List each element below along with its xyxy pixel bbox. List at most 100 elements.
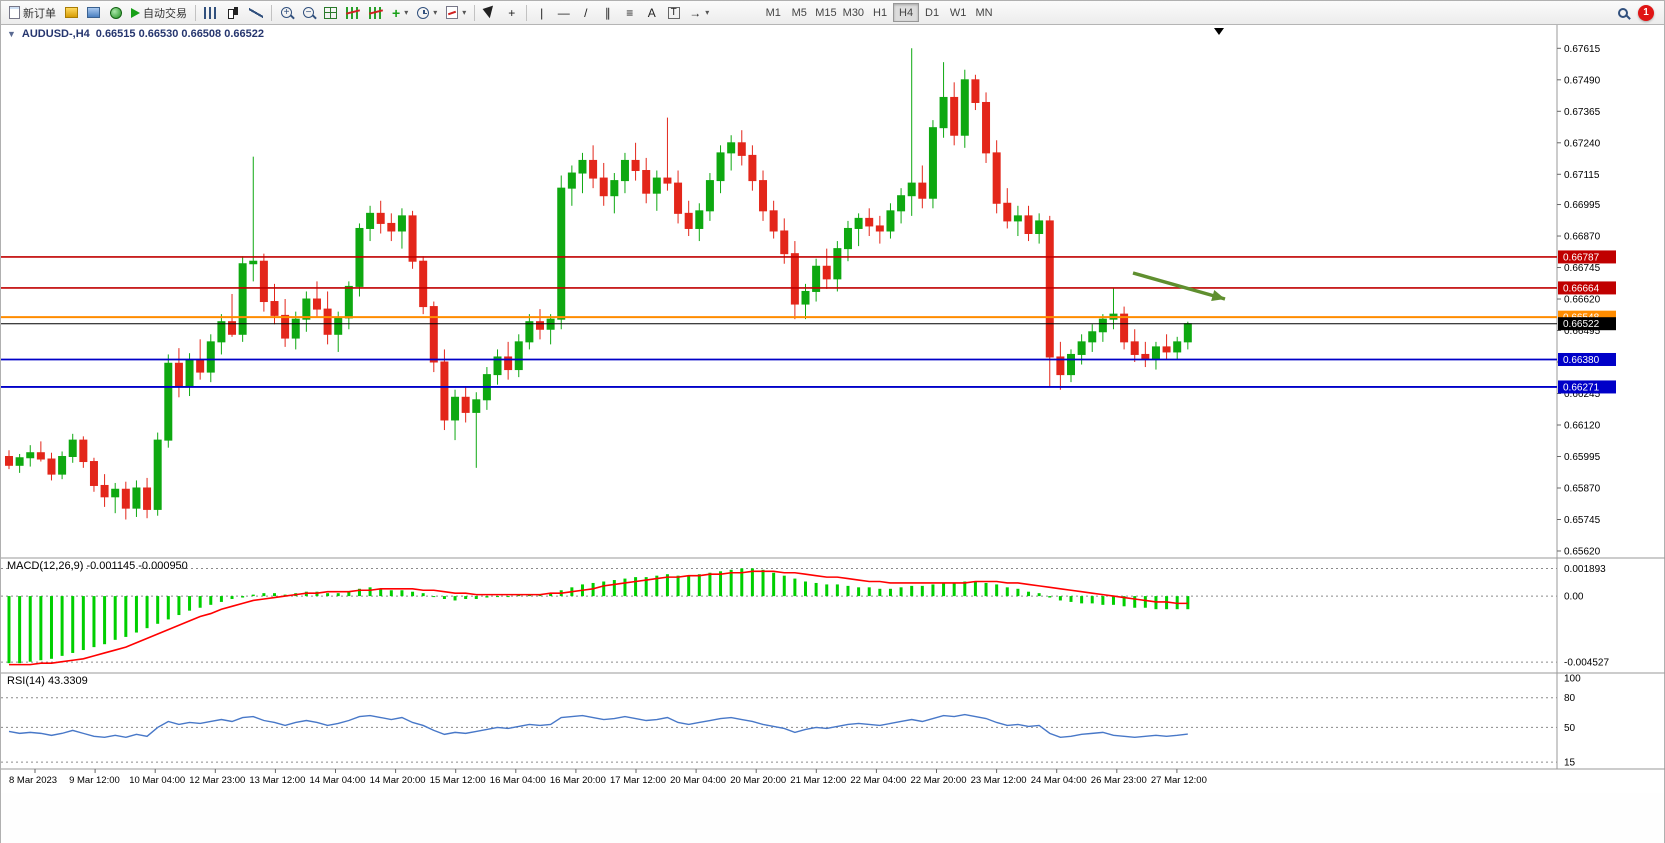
label-tool-icon: T [667, 6, 680, 19]
zoom-in-button[interactable]: + [276, 3, 297, 23]
panel-separators [1, 557, 1665, 770]
trendline-button[interactable]: / [575, 3, 596, 23]
svg-text:15: 15 [1564, 758, 1576, 769]
new-order-button[interactable]: 新订单 [5, 3, 60, 23]
timeframe-w1[interactable]: W1 [945, 3, 971, 22]
timeframe-toolbar: M1 M5 M15 M30 H1 H4 D1 W1 MN [760, 3, 997, 22]
svg-text:12 Mar 23:00: 12 Mar 23:00 [189, 775, 245, 786]
new-order-label: 新订单 [23, 7, 56, 20]
svg-text:0.66522: 0.66522 [1563, 319, 1600, 330]
svg-text:0.65995: 0.65995 [1564, 452, 1601, 463]
timeframe-h1[interactable]: H1 [867, 3, 893, 22]
crosshair-button[interactable]: + [501, 3, 522, 23]
price-tag-0.66787[interactable]: 0.66787 [1558, 250, 1616, 264]
svg-text:0.66787: 0.66787 [1563, 252, 1600, 263]
text-tool-icon: A [647, 5, 656, 20]
svg-text:8 Mar 2023: 8 Mar 2023 [9, 775, 57, 786]
timeframe-m5[interactable]: M5 [786, 3, 812, 22]
status-strip [1, 793, 1664, 843]
price-tag-0.66522[interactable]: 0.66522 [1558, 317, 1616, 331]
trend-arrow[interactable] [1132, 271, 1226, 302]
svg-text:24 Mar 04:00: 24 Mar 04:00 [1031, 775, 1087, 786]
chevron-down-icon: ▾ [433, 8, 438, 17]
svg-text:22 Mar 20:00: 22 Mar 20:00 [911, 775, 967, 786]
channel-button[interactable]: ∥ [597, 3, 618, 23]
svg-text:0.66120: 0.66120 [1564, 421, 1601, 432]
svg-text:0.67365: 0.67365 [1564, 107, 1601, 118]
tile-windows-icon [324, 6, 337, 19]
vertical-line-icon: | [540, 5, 544, 20]
zoom-out-icon: − [303, 7, 314, 18]
data-window-button[interactable] [83, 3, 104, 23]
line-chart-mode-button[interactable] [245, 3, 267, 23]
notification-badge[interactable]: 1 [1638, 4, 1654, 21]
horizontal-line-button[interactable]: — [553, 3, 574, 23]
candlestick-mode-button[interactable] [222, 3, 244, 23]
svg-text:0.66495: 0.66495 [1564, 326, 1601, 337]
candles [5, 48, 1192, 520]
timeframe-m15[interactable]: M15 [812, 3, 839, 22]
symbol-label: AUDUSD-,H4 [21, 28, 90, 40]
indicators-icon [346, 6, 360, 19]
price-tag-0.66380[interactable]: 0.66380 [1558, 352, 1616, 366]
timeframe-h4[interactable]: H4 [893, 3, 920, 22]
timeframe-d1[interactable]: D1 [919, 3, 945, 22]
market-watch-icon [65, 7, 78, 18]
svg-text:23 Mar 12:00: 23 Mar 12:00 [971, 775, 1027, 786]
timeframe-m1[interactable]: M1 [760, 3, 786, 22]
timeframe-m30[interactable]: M30 [840, 3, 867, 22]
search-icon[interactable] [1618, 7, 1628, 18]
market-watch-button[interactable] [61, 3, 82, 23]
svg-text:0.67240: 0.67240 [1564, 138, 1601, 149]
autotrading-button[interactable]: 自动交易 [127, 3, 191, 23]
horizontal-line-icon: — [557, 5, 570, 20]
svg-text:0.66995: 0.66995 [1564, 200, 1601, 211]
svg-text:0.66745: 0.66745 [1564, 263, 1601, 274]
indicator-window-button[interactable] [342, 3, 364, 23]
text-tool-button[interactable]: A [641, 3, 662, 23]
svg-text:0.67115: 0.67115 [1564, 170, 1600, 181]
periods-button[interactable]: ▾ [413, 3, 441, 23]
svg-text:27 Mar 12:00: 27 Mar 12:00 [1151, 775, 1207, 786]
time-axis-labels: 8 Mar 2023 9 Mar 12:00 10 Mar 04:00 12 Mar … [9, 769, 1207, 786]
tile-windows-button[interactable] [320, 3, 341, 23]
svg-text:0.67490: 0.67490 [1564, 75, 1601, 86]
community-button[interactable] [105, 3, 126, 23]
cursor-button[interactable] [479, 3, 500, 23]
label-tool-button[interactable]: T [663, 3, 684, 23]
svg-text:0.67615: 0.67615 [1564, 44, 1601, 55]
svg-text:0.66245: 0.66245 [1564, 389, 1601, 400]
new-order-icon [9, 6, 20, 19]
toolbar-separator [526, 4, 528, 21]
chevron-down-icon: ▾ [705, 8, 710, 17]
bar-chart-mode-button[interactable] [200, 3, 221, 23]
svg-text:10 Mar 04:00: 10 Mar 04:00 [129, 775, 185, 786]
fibonacci-button[interactable]: ≡ [619, 3, 640, 23]
svg-text:17 Mar 12:00: 17 Mar 12:00 [610, 775, 666, 786]
indicators-list-icon [369, 6, 383, 19]
indicator-list-button[interactable] [365, 3, 387, 23]
collapse-triangle-icon[interactable]: ▼ [7, 29, 16, 39]
add-indicator-button[interactable]: + ▾ [388, 3, 412, 23]
vertical-line-button[interactable]: | [531, 3, 552, 23]
timeframe-mn[interactable]: MN [971, 3, 997, 22]
svg-text:0.65745: 0.65745 [1564, 515, 1601, 526]
toolbar-right-zone: 1 [1618, 4, 1660, 21]
svg-text:9 Mar 12:00: 9 Mar 12:00 [69, 775, 120, 786]
clock-icon [417, 6, 430, 19]
equidistant-channel-icon: ∥ [604, 5, 611, 20]
svg-text:20 Mar 20:00: 20 Mar 20:00 [730, 775, 786, 786]
price-tag-0.66271[interactable]: 0.66271 [1558, 380, 1616, 394]
price-tag-0.66664[interactable]: 0.66664 [1558, 281, 1616, 295]
macd-signal-line [9, 570, 1188, 666]
macd-grid: 0.001893 0.00 -0.004527 [1, 564, 1609, 669]
svg-text:50: 50 [1564, 723, 1576, 734]
svg-text:26 Mar 23:00: 26 Mar 23:00 [1091, 775, 1147, 786]
ohlc-values: 0.66515 0.66530 0.66508 0.66522 [95, 28, 264, 40]
svg-text:0.66664: 0.66664 [1563, 283, 1600, 294]
zoom-out-button[interactable]: − [298, 3, 319, 23]
templates-button[interactable]: ▾ [442, 3, 470, 23]
svg-text:20 Mar 04:00: 20 Mar 04:00 [670, 775, 726, 786]
shapes-button[interactable]: → ▾ [685, 3, 713, 23]
